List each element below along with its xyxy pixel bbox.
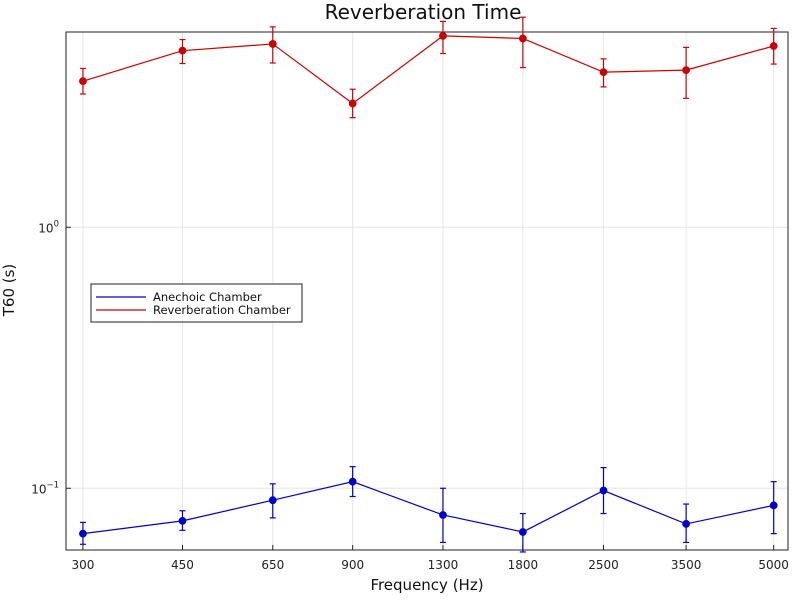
data-point <box>769 42 778 50</box>
x-axis-label: Frequency (Hz) <box>370 576 483 594</box>
y-tick-label: 100 <box>38 219 59 235</box>
data-point <box>599 486 608 495</box>
data-point <box>682 66 691 75</box>
legend-label: Anechoic Chamber <box>153 290 262 304</box>
data-point <box>268 496 277 505</box>
series-layer <box>79 16 778 553</box>
data-point <box>439 32 447 40</box>
plot-frame <box>65 31 789 551</box>
legend-box <box>90 283 303 323</box>
data-point <box>348 477 357 486</box>
data-point <box>268 40 277 48</box>
x-tick-label: 2500 <box>588 558 619 572</box>
data-point <box>348 99 357 108</box>
x-tick-label: 300 <box>71 558 94 572</box>
data-point <box>79 77 87 86</box>
series-line <box>82 35 774 105</box>
legend-label: Reverberation Chamber <box>153 303 291 317</box>
x-tick-label: 900 <box>341 558 364 572</box>
data-point <box>599 68 608 77</box>
series-0 <box>79 466 778 553</box>
grid-layer <box>66 32 788 550</box>
data-point <box>518 34 527 43</box>
data-point <box>682 520 691 528</box>
series-1 <box>79 16 778 119</box>
data-point <box>178 46 187 55</box>
data-point <box>769 501 778 510</box>
x-tick-label: 1800 <box>508 558 539 572</box>
x-tick-label: 1300 <box>428 558 459 572</box>
y-axis-ticks: 10−1 100 <box>31 219 71 496</box>
x-tick-label: 450 <box>171 558 194 572</box>
y-axis-label: T60 (s) <box>0 264 18 318</box>
x-axis-ticks: 300 450 650 900 1300 1800 2500 3500 5000 <box>71 545 789 572</box>
series-line <box>82 481 774 535</box>
data-point <box>178 516 187 525</box>
data-point <box>79 529 87 538</box>
x-tick-label: 5000 <box>758 558 789 572</box>
data-point <box>439 511 447 519</box>
data-point <box>518 528 527 536</box>
x-tick-label: 650 <box>261 558 284 572</box>
y-tick-label: 10−1 <box>31 480 59 496</box>
x-tick-label: 3500 <box>671 558 702 572</box>
chart-title: Reverberation Time <box>325 0 522 24</box>
